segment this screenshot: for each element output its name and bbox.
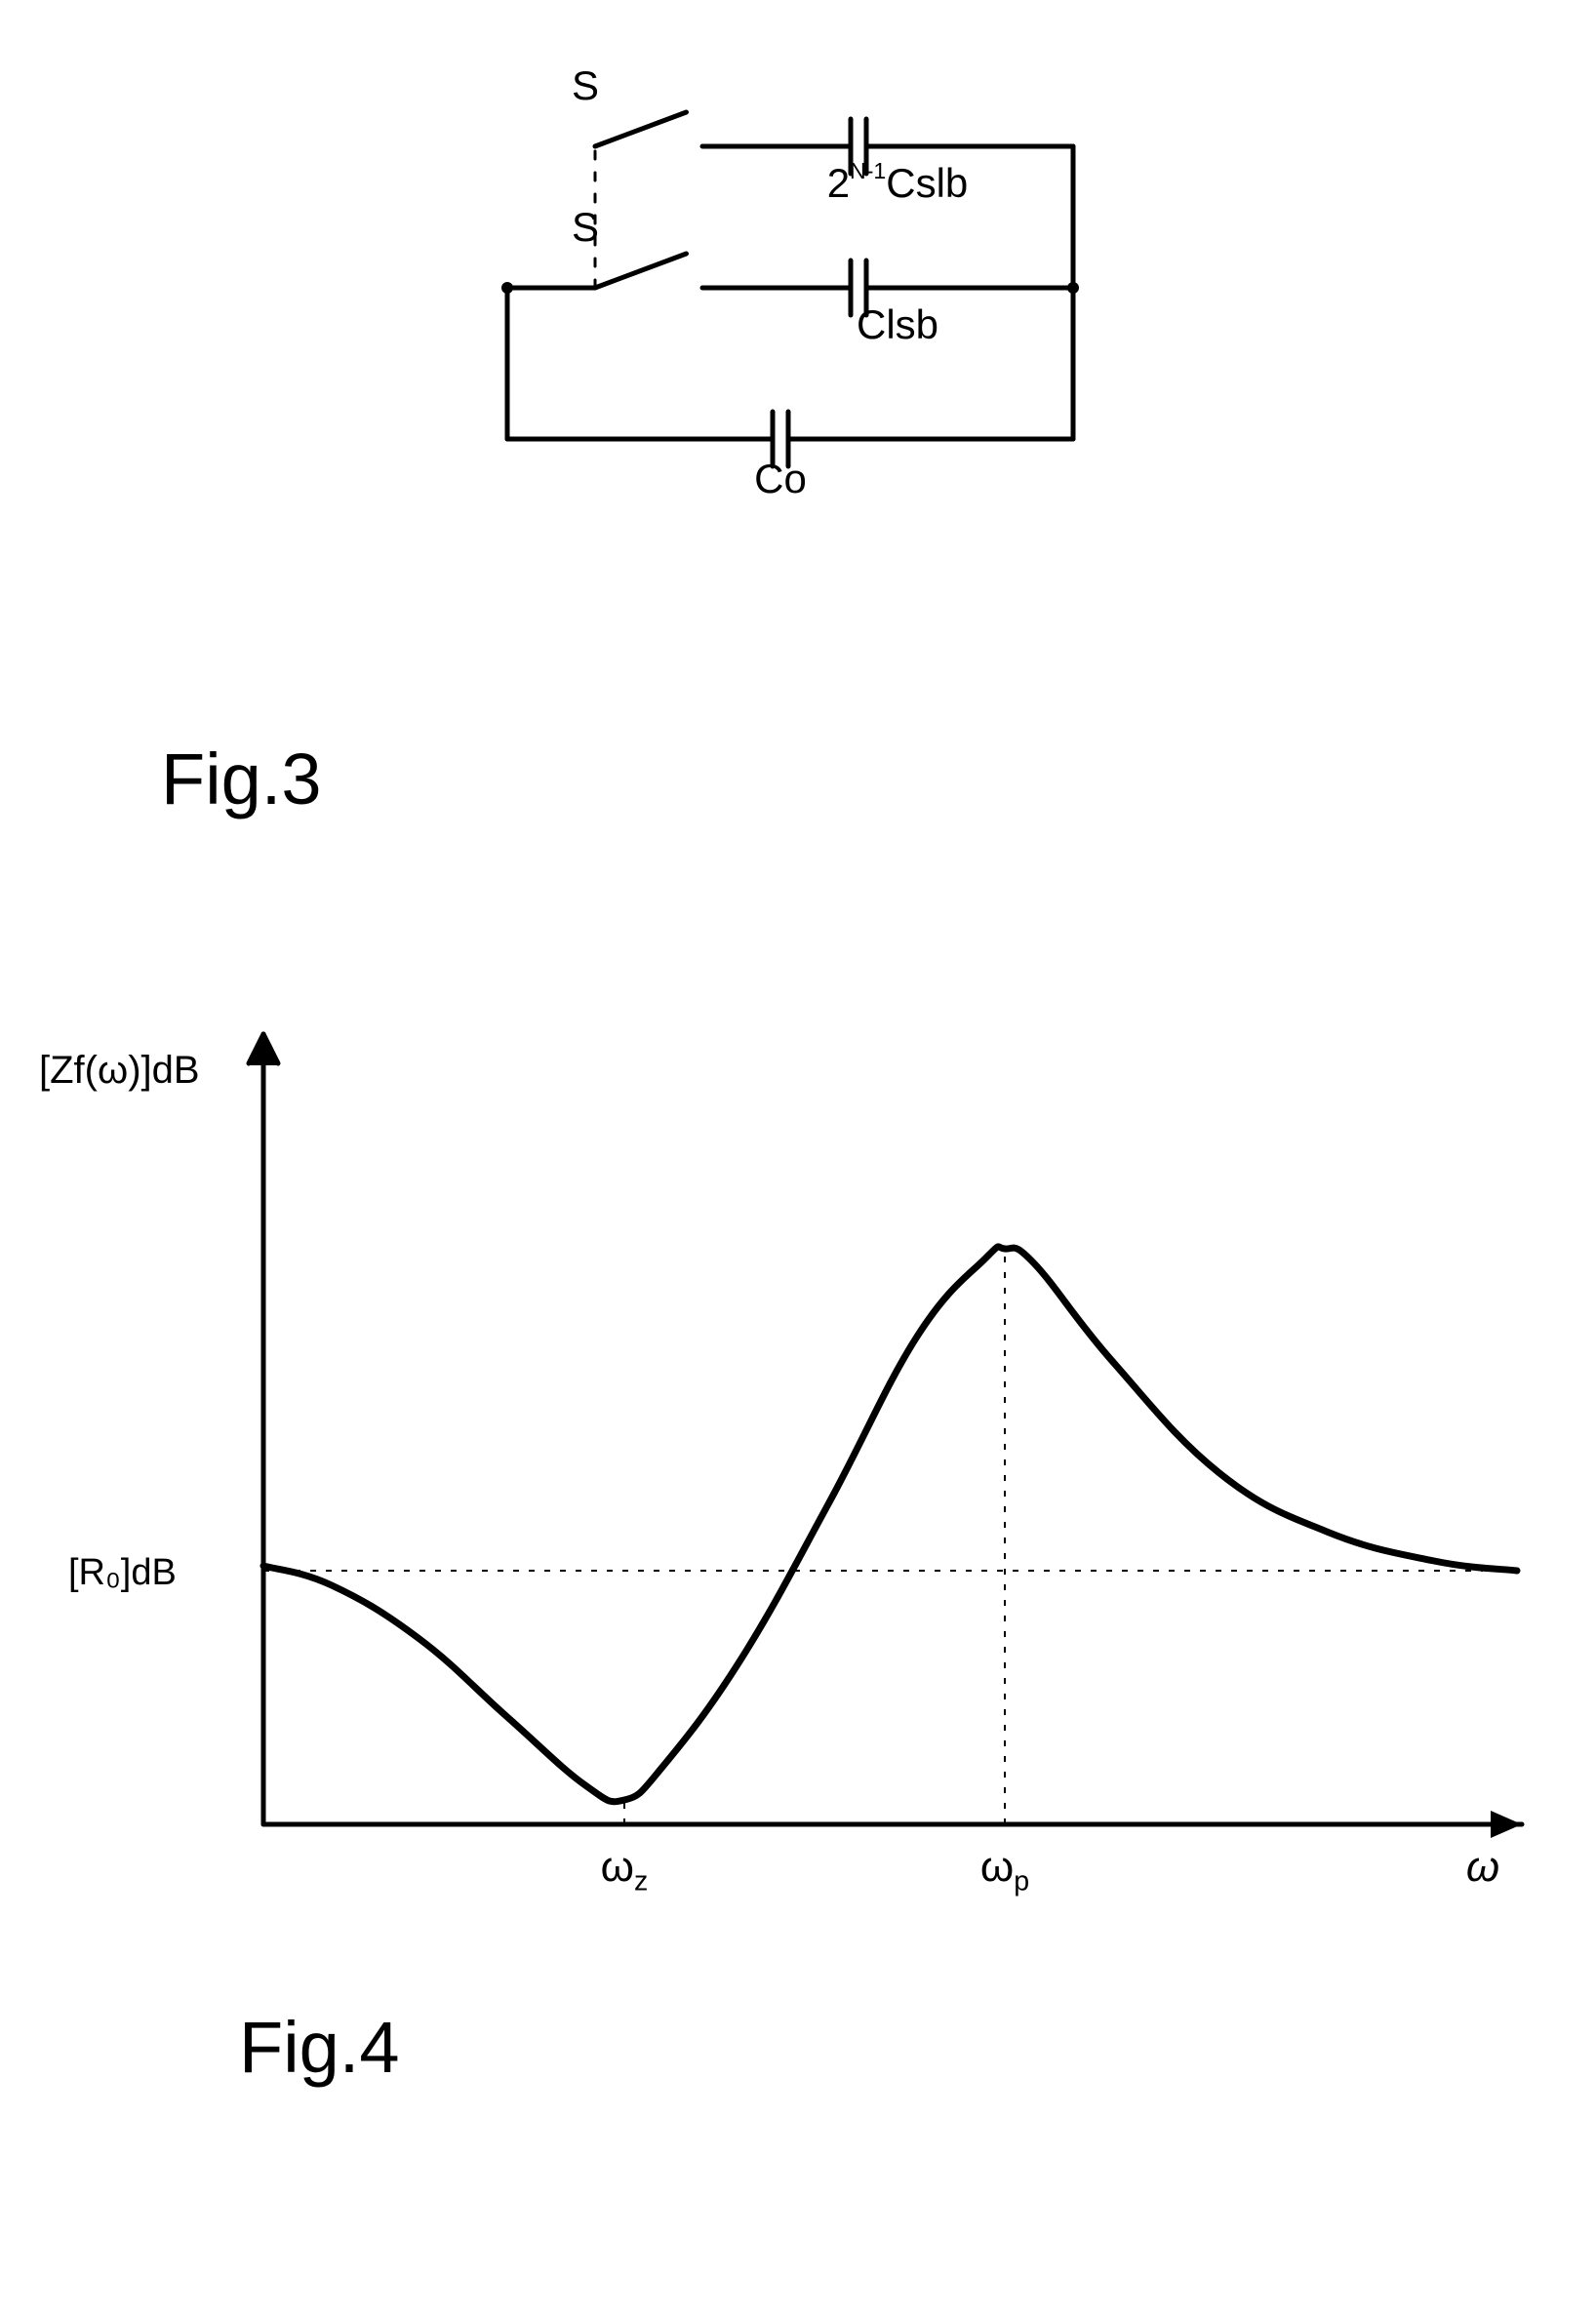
svg-text:Co: Co bbox=[754, 456, 807, 501]
svg-text:2N-1Cslb: 2N-1Cslb bbox=[827, 158, 969, 206]
circuit-diagram: CoSClsbS2N-1Cslb bbox=[0, 0, 1596, 683]
svg-text:[R₀]dB: [R₀]dB bbox=[68, 1552, 177, 1593]
svg-text:S: S bbox=[572, 62, 599, 108]
fig4-label: Fig.4 bbox=[239, 2006, 400, 2089]
fig3-label: Fig.3 bbox=[161, 738, 322, 820]
impedance-curve bbox=[263, 1247, 1517, 1802]
svg-text:Clsb: Clsb bbox=[857, 301, 938, 347]
page-container: CoSClsbS2N-1Cslb Fig.3 [Zf(ω)]dB[R₀]dBωz… bbox=[0, 0, 1596, 2317]
svg-text:ω: ω bbox=[1466, 1843, 1499, 1891]
svg-text:ωz: ωz bbox=[601, 1843, 649, 1898]
svg-text:ωp: ωp bbox=[980, 1843, 1029, 1898]
svg-text:[Zf(ω)]dB: [Zf(ω)]dB bbox=[39, 1049, 200, 1092]
impedance-chart: [Zf(ω)]dB [R₀]dB ωz ωp ω bbox=[0, 976, 1596, 2049]
